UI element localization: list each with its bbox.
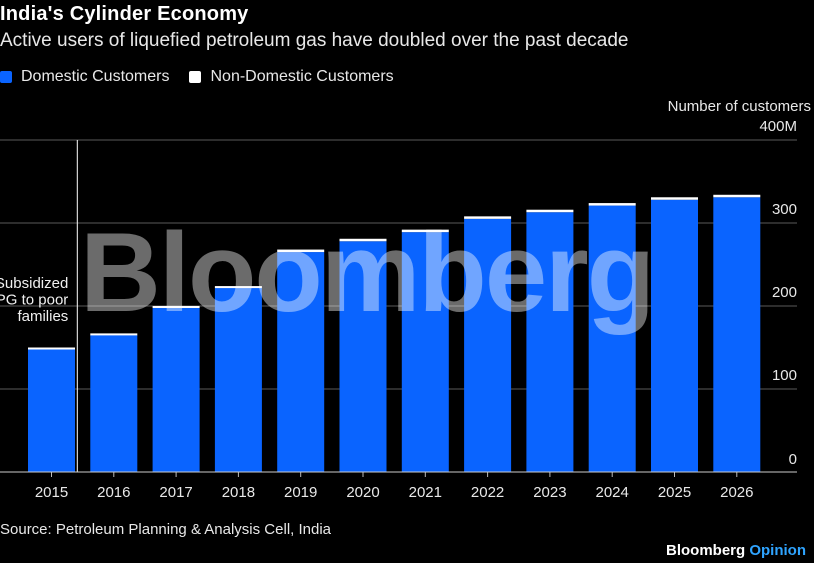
bar-domestic (588, 205, 636, 472)
x-tick-label: 2020 (346, 484, 379, 501)
bar-non-domestic (588, 203, 636, 206)
bar-non-domestic (28, 347, 75, 350)
x-tick-label: 2026 (720, 484, 753, 501)
bar-non-domestic (651, 197, 698, 200)
y-tick-label: 400M (759, 118, 797, 135)
bar-domestic (713, 197, 761, 472)
legend-item-domestic: Domestic Customers (0, 68, 169, 86)
bar-domestic (339, 241, 387, 472)
bar-non-domestic (526, 209, 574, 213)
bar-domestic (28, 349, 75, 472)
chart-title: India's Cylinder Economy (0, 3, 249, 25)
bar-domestic (214, 287, 262, 472)
bar-non-domestic (152, 306, 200, 308)
x-tick-label: 2025 (658, 484, 691, 501)
axis-layer: 0 100 200 300 400M Number of customers 2015 201… (0, 98, 811, 501)
y-axis-title: Number of customers (668, 98, 811, 115)
x-tick-label: 2021 (409, 484, 442, 501)
legend-swatch-non-domestic (189, 71, 202, 83)
bar-domestic (152, 307, 200, 472)
bar-domestic (90, 335, 138, 472)
bar-non-domestic (90, 333, 138, 336)
annotation-text: families (17, 308, 68, 325)
y-tick-label: 0 (789, 451, 797, 468)
y-tick-label: 300 (772, 201, 797, 218)
bar-domestic (651, 199, 698, 472)
bar-non-domestic (464, 216, 512, 219)
x-tick-label: 2022 (471, 484, 504, 501)
chart-subtitle: Active users of liquefied petroleum gas … (0, 30, 629, 51)
legend-label-non-domestic: Non-Domestic Customers (210, 68, 394, 85)
bar-domestic (526, 212, 574, 472)
bar-layer (28, 194, 761, 472)
y-tick-label: 100 (772, 367, 797, 384)
x-tick-label: 2015 (35, 484, 68, 501)
brand-name: Bloomberg (666, 542, 746, 559)
x-tick-label: 2019 (284, 484, 317, 501)
bar-non-domestic (401, 229, 449, 233)
source-note: Source: Petroleum Planning & Analysis Ce… (0, 521, 332, 538)
brand-logo: Bloomberg Opinion (666, 542, 806, 559)
legend-item-non-domestic: Non-Domestic Customers (189, 68, 394, 86)
legend-label-domestic: Domestic Customers (21, 68, 170, 85)
bar-non-domestic (339, 238, 387, 242)
bar-non-domestic (277, 249, 325, 253)
x-tick-label: 2023 (533, 484, 566, 501)
bar-non-domestic (214, 286, 262, 289)
y-tick-label: 200 (772, 284, 797, 301)
brand-suffix: Opinion (749, 542, 806, 559)
annotation-text: Subsidized (0, 275, 68, 292)
bar-non-domestic (713, 194, 761, 198)
annotation-text: LPG to poor (0, 292, 68, 309)
bar-domestic (277, 252, 325, 472)
bar-domestic (464, 218, 512, 472)
x-tick-label: 2018 (222, 484, 255, 501)
legend: Domestic Customers Non-Domestic Customer… (0, 67, 414, 87)
bar-domestic (401, 232, 449, 472)
x-tick-label: 2024 (596, 484, 629, 501)
x-tick-label: 2017 (159, 484, 192, 501)
legend-swatch-domestic (0, 71, 12, 83)
x-tick-label: 2016 (97, 484, 130, 501)
